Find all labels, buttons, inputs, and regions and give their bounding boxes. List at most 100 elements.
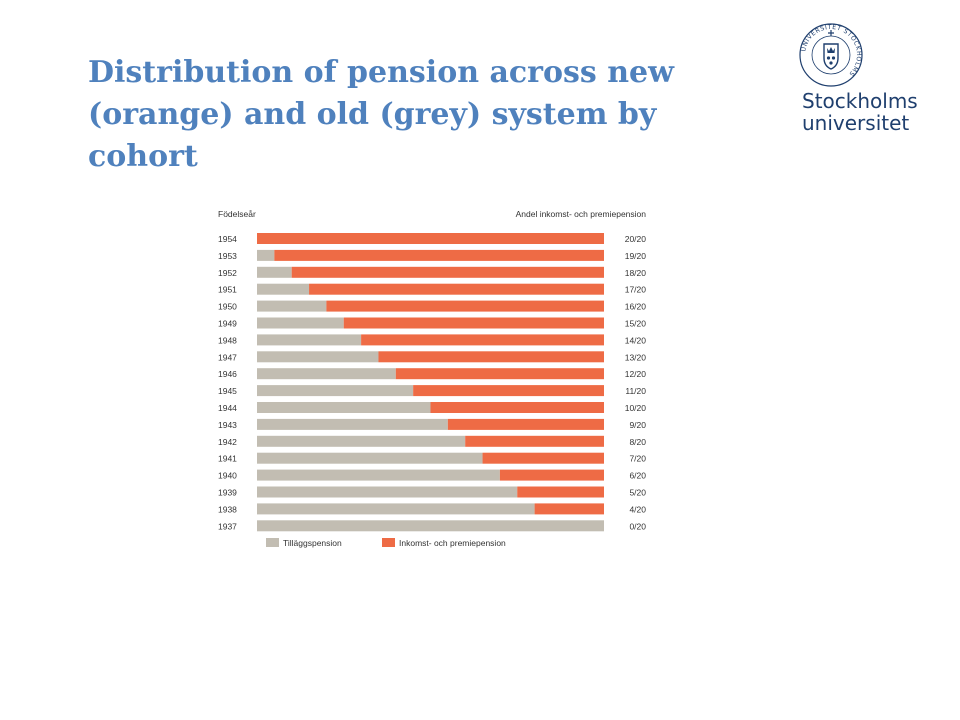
birth-year-label: 1939 [218,488,237,498]
new-system-bar [395,368,604,380]
bar-row: 1945 11/20 [218,385,646,397]
old-system-bar [257,283,310,295]
birth-year-label: 1942 [218,437,237,447]
bar-row: 1946 12/20 [218,368,647,380]
birth-year-label: 1938 [218,504,237,514]
bar-row: 1954 20/20 [218,233,646,244]
bar-row: 1947 13/20 [218,351,647,363]
bar-row: 1949 15/20 [218,317,647,329]
university-crest-icon: UNIVERSITET STOCKHOLMS [799,23,863,87]
old-system-bar [257,435,466,447]
share-value-label: 8/20 [629,437,646,447]
birth-year-label: 1950 [218,302,237,312]
birth-year-label: 1952 [218,268,237,278]
share-value-label: 16/20 [625,302,647,312]
logo-word-stockholms: Stockholms [802,89,918,113]
share-value-label: 11/20 [625,386,646,396]
old-system-bar [257,520,604,532]
birth-year-label: 1951 [218,285,237,295]
birth-year-label: 1941 [218,454,237,464]
university-logo: UNIVERSITET STOCKHOLMS Stockholms univer… [796,22,936,134]
share-value-label: 7/20 [629,454,646,464]
old-system-bar [257,385,414,397]
bar-row: 1952 18/20 [218,266,647,278]
birth-year-label: 1953 [218,251,237,261]
birth-year-label: 1947 [218,352,237,362]
bar-row: 1938 4/20 [218,503,646,515]
share-value-label: 4/20 [629,504,646,514]
old-system-bar [257,300,327,312]
share-value-label: 19/20 [625,251,647,261]
new-system-bar [291,266,604,278]
birth-year-label: 1949 [218,319,237,329]
bar-row: 1943 9/20 [218,418,646,430]
bar-row: 1937 0/20 [218,520,646,532]
new-system-bar [309,283,604,295]
new-system-bar [361,334,604,346]
birth-year-label: 1946 [218,369,237,379]
legend-label-new-system: Inkomst- och premiepension [399,538,506,548]
new-system-bar [257,233,604,244]
bar-row: 1951 17/20 [218,283,647,295]
bar-row: 1941 7/20 [218,452,646,464]
birth-year-label: 1944 [218,403,237,413]
bar-row: 1940 6/20 [218,469,646,481]
share-value-label: 0/20 [629,521,646,531]
bar-row: 1944 10/20 [218,402,646,413]
old-system-bar [257,402,431,413]
pension-bar-chart: Födelseår Andel inkomst- och premiepensi… [218,209,647,548]
new-system-bar [517,486,604,498]
share-value-label: 14/20 [625,335,647,345]
old-system-bar [257,317,344,329]
old-system-bar [257,486,518,498]
bar-row: 1939 5/20 [218,486,646,498]
new-system-bar [447,418,604,430]
legend-label-old-system: Tilläggspension [283,538,342,548]
new-system-bar [343,317,604,329]
birth-year-label: 1943 [218,420,237,430]
new-system-bar [534,503,604,515]
share-value-label: 17/20 [625,285,647,295]
old-system-bar [257,266,292,278]
birth-year-label: 1954 [218,234,237,244]
old-system-bar [257,418,448,430]
bar-row: 1948 14/20 [218,334,647,346]
share-value-label: 12/20 [625,369,647,379]
old-system-bar [257,469,500,481]
old-system-bar [257,351,379,363]
old-system-bar [257,368,396,380]
share-value-label: 13/20 [625,352,647,362]
slide-title: Distribution of pension across new (oran… [88,55,674,174]
share-value-label: 10/20 [625,403,647,413]
bar-row: 1953 19/20 [218,249,647,261]
old-system-bar [257,334,362,346]
birth-year-label: 1945 [218,386,237,396]
old-system-bar [257,452,483,464]
old-system-bar [257,503,535,515]
new-system-bar [465,435,604,447]
share-value-label: 9/20 [629,420,646,430]
birth-year-label: 1948 [218,335,237,345]
new-system-bar [326,300,604,312]
share-value-label: 20/20 [625,234,647,244]
new-system-bar [378,351,604,363]
bar-row: 1950 16/20 [218,300,647,312]
birth-year-label: 1937 [218,521,237,531]
old-system-bar [257,249,275,261]
bar-row: 1942 8/20 [218,435,646,447]
logo-word-universitet: universitet [802,111,910,135]
new-system-bar [482,452,604,464]
share-value-label: 6/20 [629,471,646,481]
share-value-label: 15/20 [625,319,647,329]
row-header: Födelseår [218,209,256,219]
new-system-bar [274,249,604,261]
legend-swatch-old-system [266,538,279,547]
share-value-label: 18/20 [625,268,647,278]
new-system-bar [413,385,604,397]
legend-swatch-new-system [382,538,395,547]
share-value-label: 5/20 [629,488,646,498]
value-header: Andel inkomst- och premiepension [516,209,647,219]
new-system-bar [430,402,604,413]
birth-year-label: 1940 [218,471,237,481]
new-system-bar [499,469,604,481]
